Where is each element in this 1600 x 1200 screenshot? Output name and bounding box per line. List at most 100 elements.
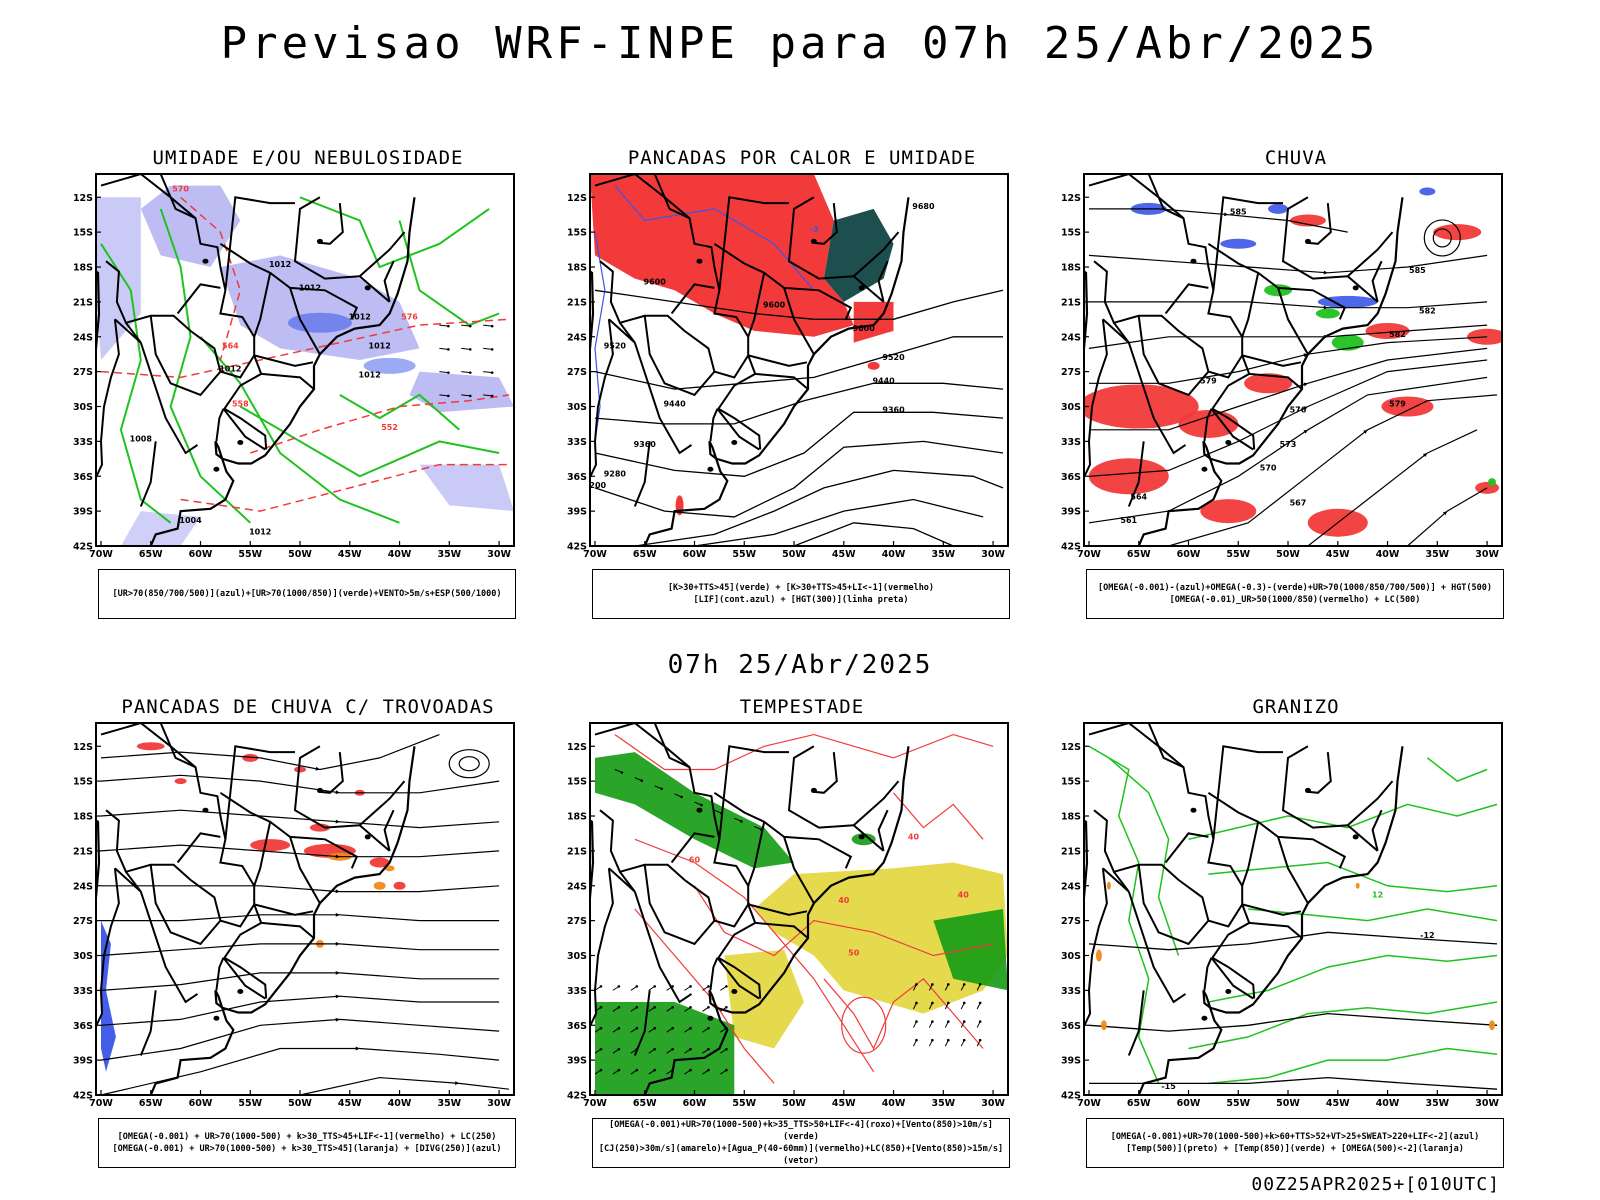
- political-border: [1137, 864, 1210, 946]
- contour-label: 40: [908, 832, 920, 841]
- lon-tick-label: 30W: [1475, 1098, 1499, 1109]
- lake: [731, 989, 738, 995]
- political-border: [1281, 196, 1379, 303]
- thickness-line: [180, 463, 509, 512]
- political-border: [747, 903, 808, 916]
- political-border: [599, 260, 750, 379]
- political-border: [670, 283, 715, 315]
- rain-area: [1200, 499, 1257, 524]
- wind-vector-head: [740, 820, 743, 823]
- wind-vector-head: [707, 1047, 710, 1051]
- streamline-arrow: [1224, 212, 1229, 217]
- lat-tick-label: 36S: [73, 1021, 93, 1032]
- wind-850-area: [595, 1002, 735, 1095]
- political-border: [317, 202, 344, 245]
- political-border: [1241, 821, 1260, 887]
- lat-tick-label: 15S: [567, 228, 587, 239]
- political-border: [1164, 283, 1209, 315]
- map-layer: [96, 723, 510, 1095]
- political-border: [100, 723, 268, 999]
- streamline-arrow: [1323, 305, 1328, 310]
- lat-tick-label: 24S: [73, 332, 93, 343]
- map-background: [96, 723, 514, 1095]
- lat-tick-label: 33S: [73, 437, 93, 448]
- height-contour: [594, 440, 1004, 518]
- temp-850-contour: [1088, 745, 1160, 1084]
- panel-legend: [OMEGA(-0.001)+UR>70(1000-500)+k>35_TTS>…: [592, 1118, 1010, 1168]
- contour-label: 9680: [912, 202, 935, 211]
- political-border: [1203, 408, 1213, 442]
- humidity-shading: [220, 255, 420, 360]
- wind-vector-head: [947, 1038, 950, 1042]
- contour-label: 585: [1230, 208, 1247, 217]
- rain-area: [1433, 224, 1482, 241]
- political-border: [787, 196, 885, 303]
- political-border: [224, 196, 295, 291]
- wind-vector-head: [447, 324, 450, 328]
- streamline: [1407, 487, 1488, 546]
- instability-area: [590, 174, 854, 337]
- map-layer: 585 582 579 576 573 570 567 564 561 585 582 579: [1084, 174, 1502, 546]
- lake: [1352, 285, 1359, 291]
- thunderstorm-area: [294, 766, 307, 773]
- wind-850-area: [851, 833, 876, 846]
- streamline: [1089, 347, 1488, 431]
- lon-tick-label: 60W: [189, 549, 213, 560]
- wind-vector-head: [978, 1038, 982, 1042]
- contour-label: 1008: [130, 434, 153, 443]
- streamline-arrow: [1422, 453, 1428, 458]
- contour-label: 552: [381, 423, 398, 432]
- legend-line: [LIF](cont.azul) + [HGT(300)](linha pret…: [693, 595, 909, 605]
- wind-vector: [461, 324, 471, 327]
- omega-area: [1317, 295, 1378, 308]
- contour-label: 40: [958, 890, 970, 899]
- lake: [1190, 807, 1197, 813]
- map-frame: [95, 173, 515, 547]
- political-border: [222, 408, 266, 451]
- wind-vector-head: [689, 1026, 692, 1030]
- political-border: [139, 891, 199, 1004]
- wind-vector: [461, 371, 471, 374]
- lon-tick-label: 45W: [832, 549, 856, 560]
- lake: [202, 807, 209, 813]
- lon-tick-label: 65W: [1127, 1098, 1151, 1109]
- wind-vector-head: [707, 1006, 710, 1009]
- lat-tick-label: 36S: [1061, 472, 1081, 483]
- political-border: [1371, 260, 1383, 303]
- lon-tick-label: 45W: [338, 1098, 362, 1109]
- lat-tick-label: 18S: [567, 812, 587, 823]
- political-border: [105, 260, 256, 379]
- wind-vector-head: [599, 1026, 603, 1030]
- lake: [858, 285, 865, 291]
- lake: [696, 258, 703, 264]
- lake: [1201, 1015, 1208, 1021]
- panel-legend: [UR>70(850/700/500)](azul)+[UR>70(1000/8…: [98, 569, 516, 619]
- map-layer: -12 -15 12: [1084, 723, 1498, 1095]
- wind-850-area: [595, 752, 794, 869]
- contour-label: 12: [1372, 890, 1383, 899]
- cyclone-center: [1423, 219, 1461, 257]
- lat-tick-label: 30S: [1061, 951, 1081, 962]
- political-border: [105, 809, 256, 928]
- wind-vector-head: [978, 1020, 982, 1023]
- lon-tick-label: 55W: [732, 549, 756, 560]
- political-border: [1127, 342, 1187, 455]
- lake: [1304, 238, 1311, 244]
- panel-title: CHUVA: [1264, 147, 1328, 169]
- political-border: [159, 174, 196, 220]
- political-border: [1203, 957, 1213, 991]
- height-contour: [594, 382, 1004, 425]
- contour-label: 9520: [604, 341, 627, 350]
- lat-tick-label: 39S: [73, 1056, 93, 1067]
- political-border: [1241, 272, 1260, 338]
- political-border: [755, 921, 809, 939]
- lake: [364, 285, 371, 291]
- wind-vector-head: [725, 985, 728, 988]
- political-border: [149, 315, 222, 397]
- political-border: [1277, 287, 1309, 355]
- wind-vector-head: [689, 1047, 692, 1051]
- political-border: [1127, 441, 1145, 507]
- humidity-core: [363, 357, 416, 374]
- lon-tick-label: 35W: [1425, 549, 1449, 560]
- contour-label: 50: [848, 949, 860, 958]
